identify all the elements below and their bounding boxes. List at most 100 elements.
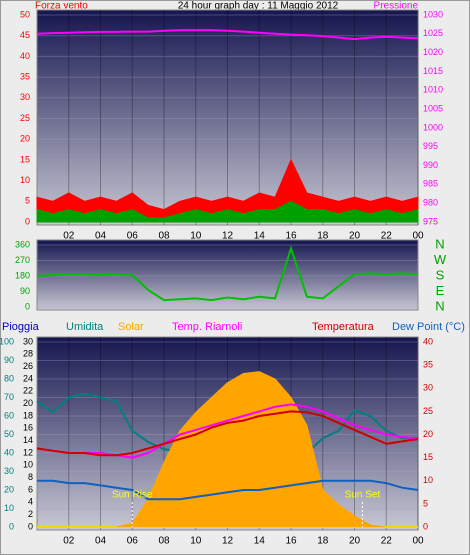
series-line (36, 403, 419, 459)
x-tick-label: 22 (381, 231, 393, 242)
yticks-label: 180 (15, 270, 30, 280)
y2ticks-label: 25 (423, 406, 433, 416)
annotation: Sun Set (345, 490, 381, 501)
series-line (36, 158, 419, 223)
y-axis-label: Forza vento (35, 1, 88, 12)
x-tick-label: 06 (127, 231, 139, 242)
legend-label: Temp. Riarnoli (172, 321, 242, 333)
x-tick-label: 18 (317, 231, 329, 242)
y2ticks-label: 1015 (423, 66, 443, 76)
yticks-label: 25 (20, 113, 30, 123)
x-tick-label: 20 (349, 231, 361, 242)
x-tick-label: 16 (285, 231, 297, 242)
yticks-label: 50 (4, 429, 14, 439)
y2ticks-label: 35 (423, 360, 433, 370)
yticks-label: 270 (15, 255, 30, 265)
y2ticks-label: N (435, 236, 444, 251)
y2ticks-label: 990 (423, 160, 438, 170)
y3ticks-label: 4 (28, 497, 33, 507)
yticks-label: 0 (9, 521, 14, 531)
yticks-label: 30 (4, 466, 14, 476)
series-line (36, 29, 419, 41)
y2ticks-label: 1020 (423, 47, 443, 57)
y2ticks-label: 10 (423, 475, 433, 485)
y2ticks-label: E (436, 283, 445, 298)
y3ticks-label: 24 (23, 373, 33, 383)
yticks-label: 60 (4, 410, 14, 420)
y3ticks-label: 26 (23, 361, 33, 371)
series-line (36, 245, 419, 302)
y2ticks-label: 985 (423, 179, 438, 189)
legend-label: Solar (118, 321, 144, 333)
plot-area (36, 9, 419, 226)
legend-label: Umidita (66, 321, 104, 333)
series-line (36, 200, 419, 223)
y2ticks-label: 1000 (423, 122, 443, 132)
yticks-label: 20 (4, 484, 14, 494)
yticks-label: 15 (20, 154, 30, 164)
y2ticks-label: N (435, 298, 444, 313)
y3ticks-label: 0 (28, 521, 33, 531)
y2ticks-label: 20 (423, 429, 433, 439)
yticks-label: 360 (15, 239, 30, 249)
x-tick-label: 22 (381, 536, 393, 547)
x-tick-label: 10 (190, 231, 202, 242)
y2ticks-label: 30 (423, 383, 433, 393)
yticks-label: 50 (20, 9, 30, 19)
y3ticks-label: 16 (23, 423, 33, 433)
y2ticks-label: 40 (423, 336, 433, 346)
y2ticks-label: 1025 (423, 28, 443, 38)
y2ticks-label: 15 (423, 452, 433, 462)
chart-title: 24 hour graph day : 11 Maggio 2012 (178, 1, 339, 12)
x-tick-label: 14 (254, 536, 266, 547)
yticks-label: 0 (25, 216, 30, 226)
x-tick-label: 20 (349, 536, 361, 547)
y2ticks-label: W (434, 252, 447, 267)
series-line (36, 410, 419, 457)
yticks-label: 100 (0, 336, 14, 346)
y2ticks-label: 995 (423, 141, 438, 151)
x-tick-label: 08 (158, 536, 170, 547)
y3ticks-label: 30 (23, 336, 33, 346)
y3ticks-label: 18 (23, 410, 33, 420)
y2-axis-label: Pressione (374, 1, 419, 12)
y2ticks-label: 5 (423, 498, 428, 508)
y3ticks-label: 14 (23, 435, 33, 445)
y3ticks-label: 20 (23, 398, 33, 408)
yticks-label: 20 (20, 134, 30, 144)
x-tick-label: 18 (317, 536, 329, 547)
legend-label: Dew Point (°C) (392, 321, 465, 333)
yticks-label: 45 (20, 30, 30, 40)
yticks-label: 10 (20, 175, 30, 185)
x-tick-label: 00 (412, 536, 424, 547)
y2ticks-label: 1030 (423, 9, 443, 19)
x-tick-label: 02 (63, 231, 75, 242)
yticks-label: 5 (25, 196, 30, 206)
yticks-label: 0 (25, 301, 30, 311)
x-tick-label: 12 (222, 231, 234, 242)
x-tick-label: 04 (95, 536, 107, 547)
series-line (37, 479, 419, 501)
y2ticks-label: 1010 (423, 85, 443, 95)
y3ticks-label: 8 (28, 472, 33, 482)
y3ticks-label: 12 (23, 447, 33, 457)
y3ticks-label: 10 (23, 460, 33, 470)
y3ticks-label: 6 (28, 484, 33, 494)
y2ticks-label: 975 (423, 216, 438, 226)
legend-label: Temperatura (312, 321, 375, 333)
yticks-label: 70 (4, 392, 14, 402)
x-tick-label: 16 (285, 536, 297, 547)
yticks-label: 35 (20, 71, 30, 81)
x-tick-label: 08 (158, 231, 170, 242)
y2ticks-label: 980 (423, 198, 438, 208)
y3ticks-label: 28 (23, 349, 33, 359)
yticks-label: 90 (20, 286, 30, 296)
yticks-label: 30 (20, 92, 30, 102)
y2ticks-label: 1005 (423, 103, 443, 113)
yticks-label: 80 (4, 373, 14, 383)
x-tick-label: 06 (127, 536, 139, 547)
x-tick-label: 00 (412, 231, 424, 242)
yticks-label: 40 (4, 447, 14, 457)
x-tick-label: 02 (63, 536, 75, 547)
